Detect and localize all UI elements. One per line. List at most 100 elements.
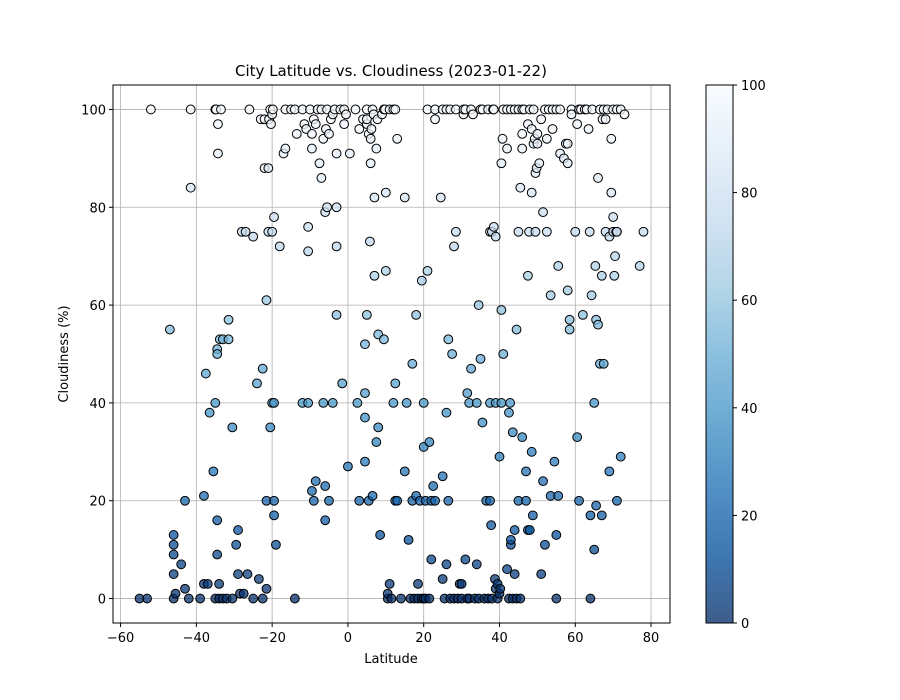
data-point <box>526 446 537 457</box>
data-point <box>307 143 317 154</box>
data-point <box>308 495 319 506</box>
data-point <box>280 143 291 154</box>
data-point <box>240 226 251 237</box>
data-point <box>350 104 361 115</box>
colorbar-tick-label: 80 <box>741 187 758 202</box>
colorbar-tick-label: 60 <box>741 294 758 309</box>
data-point <box>392 133 403 144</box>
data-point <box>252 378 262 389</box>
data-point <box>269 398 279 408</box>
data-point <box>369 270 380 281</box>
data-point <box>577 309 588 320</box>
data-point <box>365 236 375 247</box>
data-point <box>331 202 342 213</box>
data-point <box>449 241 459 252</box>
data-point <box>324 495 334 506</box>
data-point <box>441 407 452 418</box>
x-axis-ticks: −60 −40 −20 0 20 40 60 80 <box>107 623 659 646</box>
data-point <box>596 270 607 281</box>
data-point <box>269 495 279 506</box>
data-point <box>532 129 543 139</box>
data-point <box>619 109 630 120</box>
data-point <box>331 309 342 320</box>
data-point <box>180 583 190 594</box>
data-point <box>495 583 506 594</box>
data-point <box>379 334 389 345</box>
data-point <box>551 530 562 540</box>
data-point <box>572 119 583 130</box>
y-tick-label: 80 <box>89 201 106 216</box>
data-point <box>360 339 370 350</box>
data-point <box>269 212 279 222</box>
data-point <box>199 490 209 501</box>
y-tick-label: 60 <box>89 299 106 314</box>
data-point <box>590 261 601 271</box>
colorbar-tick-label: 40 <box>741 402 758 417</box>
data-point <box>471 559 482 570</box>
data-point <box>233 569 243 579</box>
data-point <box>534 158 545 169</box>
data-point <box>185 104 196 115</box>
data-point <box>443 495 454 506</box>
data-point <box>341 109 351 120</box>
y-tick-label: 100 <box>81 103 106 118</box>
data-point <box>291 129 302 139</box>
data-point <box>451 226 461 237</box>
colorbar-tick-label: 0 <box>741 617 749 632</box>
data-point <box>515 593 526 604</box>
data-point <box>227 422 238 433</box>
data-point <box>303 398 314 408</box>
data-point <box>248 231 259 242</box>
data-point <box>496 158 507 169</box>
data-point <box>540 539 550 550</box>
data-point <box>585 593 596 604</box>
data-point <box>610 251 620 262</box>
data-point <box>437 471 448 482</box>
data-point <box>183 593 194 604</box>
data-point <box>555 104 566 115</box>
data-point <box>310 476 321 487</box>
plot-frame <box>112 84 671 624</box>
data-point <box>536 114 547 125</box>
colorbar-tick-label: 20 <box>741 509 758 524</box>
data-point <box>416 275 427 286</box>
data-point <box>269 510 279 521</box>
y-axis-label: Cloudiness (%) <box>57 305 72 402</box>
data-point <box>462 388 473 399</box>
x-tick-label: 80 <box>643 631 660 646</box>
data-point <box>396 593 406 604</box>
data-point <box>214 578 225 589</box>
data-point <box>168 530 179 540</box>
data-point <box>586 290 597 301</box>
data-point <box>485 495 495 506</box>
data-point <box>265 422 276 433</box>
x-tick-label: 20 <box>415 631 432 646</box>
data-point <box>331 241 342 252</box>
data-point <box>566 109 577 120</box>
data-point <box>380 265 391 276</box>
data-point <box>477 417 488 428</box>
data-point <box>538 207 548 218</box>
data-point <box>437 574 448 584</box>
data-point <box>598 358 609 369</box>
data-point <box>373 422 384 433</box>
data-point <box>369 192 380 203</box>
data-point <box>212 349 223 359</box>
data-point <box>204 407 215 418</box>
data-point <box>513 226 524 237</box>
data-point <box>615 451 626 462</box>
data-point <box>541 226 552 237</box>
data-point <box>527 510 538 521</box>
data-point <box>200 368 211 379</box>
x-tick-label: 40 <box>491 631 508 646</box>
data-point <box>545 290 556 301</box>
data-point <box>216 104 226 115</box>
data-point <box>638 226 649 237</box>
data-point <box>413 578 423 589</box>
data-point <box>274 241 285 252</box>
data-point <box>536 569 547 579</box>
y-axis-ticks: 0 20 40 60 80 100 <box>81 103 113 608</box>
data-point <box>223 334 234 345</box>
data-point <box>261 295 272 306</box>
